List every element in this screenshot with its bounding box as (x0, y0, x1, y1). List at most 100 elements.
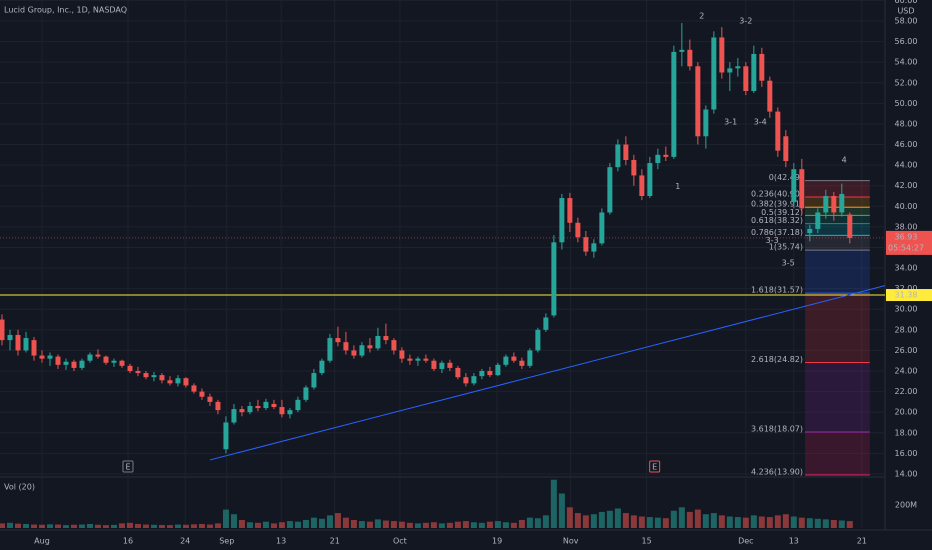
candle-body (711, 37, 717, 110)
candle-body (143, 373, 149, 378)
candle-body (631, 159, 637, 176)
candle-body (831, 196, 837, 213)
candle-body (847, 214, 853, 238)
fib-label: 4.236(13.90) (751, 467, 803, 476)
volume-bar (310, 517, 317, 528)
wave-label: 1 (675, 182, 680, 191)
fib-label: 0(42.49) (769, 173, 803, 182)
candle-body (111, 360, 117, 363)
grid (0, 0, 885, 528)
volume-bar (686, 511, 693, 528)
volume-bar (462, 521, 469, 528)
volume-bar (702, 514, 709, 528)
volume-bar (78, 524, 85, 528)
volume-bar (806, 518, 813, 528)
volume-bar (238, 519, 245, 528)
volume-bar (14, 523, 21, 528)
y-tick-label: 54.00 (895, 58, 918, 67)
candle-body (487, 371, 493, 376)
volume-bar (750, 515, 757, 528)
level-box (886, 289, 932, 302)
volume-bar (198, 523, 205, 528)
volume-bar (6, 522, 13, 528)
volume-bar (174, 524, 181, 528)
volume-bar (358, 521, 365, 528)
volume-bar (166, 525, 173, 528)
volume-bar (262, 521, 269, 528)
volume-bar (630, 515, 637, 528)
volume-bar (670, 510, 677, 528)
wave-label: 3-4 (754, 117, 767, 126)
candle-body (823, 196, 829, 213)
fib-band (805, 197, 870, 208)
fib-band (805, 250, 870, 294)
volume-bar (406, 522, 413, 528)
earnings-label: E (125, 463, 130, 472)
volume-bar (446, 522, 453, 528)
x-tick-label: 15 (642, 537, 652, 546)
candle-body (807, 228, 813, 234)
fib-band (805, 293, 870, 363)
volume-bar (694, 509, 701, 528)
candle-body (599, 212, 605, 244)
volume-bar (302, 519, 309, 528)
fib-band (805, 207, 870, 216)
candle-body (55, 356, 61, 365)
candle-body (199, 391, 205, 397)
candle-body (647, 163, 653, 196)
candle-body (343, 342, 349, 351)
candle-body (207, 396, 213, 402)
candle-body (623, 144, 629, 160)
y-tick-label: 24.00 (895, 367, 918, 376)
candle-body (703, 109, 709, 137)
volume-bar (734, 517, 741, 528)
candle-body (391, 340, 397, 351)
volume-bar (478, 522, 485, 528)
x-tick-label: 21 (857, 537, 867, 546)
x-tick-label: Oct (393, 537, 407, 546)
fib-label: 0.5(39.12) (761, 208, 803, 217)
candle-body (567, 198, 573, 223)
candle-body (583, 237, 589, 252)
y-tick-label: 30.00 (895, 305, 918, 314)
candle-body (415, 358, 421, 361)
volume-bar (38, 524, 45, 528)
wave-label: 2 (699, 11, 704, 20)
countdown-label: 05:54:27 (888, 243, 924, 252)
volume-bar (30, 524, 37, 528)
volume-bar (270, 523, 277, 528)
candle-body (15, 334, 21, 351)
candle-body (271, 403, 277, 408)
fib-label: 0.618(38.32) (751, 216, 803, 225)
x-tick-label: 24 (180, 537, 190, 546)
y-tick-label: 20.00 (895, 408, 918, 417)
wave-label: 4 (842, 155, 847, 164)
wave-label: 3-1 (724, 117, 737, 126)
volume-bar (486, 521, 493, 528)
fib-label: 0.236(40.90) (751, 190, 803, 199)
volume-bar (142, 524, 149, 528)
y-tick-label: 28.00 (895, 325, 918, 334)
candle-body (79, 360, 85, 368)
candle-body (39, 355, 45, 359)
x-tick-label: 19 (492, 537, 502, 546)
volume-bar (286, 521, 293, 528)
volume-bar (590, 514, 597, 528)
candle-body (431, 360, 437, 369)
volume-bar (846, 521, 853, 528)
y-tick-label: 46.00 (895, 140, 918, 149)
candle-body (191, 385, 197, 392)
volume-bar (118, 523, 125, 528)
fib-label: 1(35.74) (769, 243, 803, 252)
candle-body (311, 373, 317, 388)
x-tick-label: Dec (738, 537, 753, 546)
candle-body (423, 358, 429, 361)
volume-bar (230, 514, 237, 528)
candle-body (327, 338, 333, 361)
volume-bar (598, 511, 605, 528)
fib-band (805, 223, 870, 236)
candle-body (543, 317, 549, 330)
x-tick-label: 13 (276, 537, 286, 546)
volume-bar (518, 519, 525, 528)
